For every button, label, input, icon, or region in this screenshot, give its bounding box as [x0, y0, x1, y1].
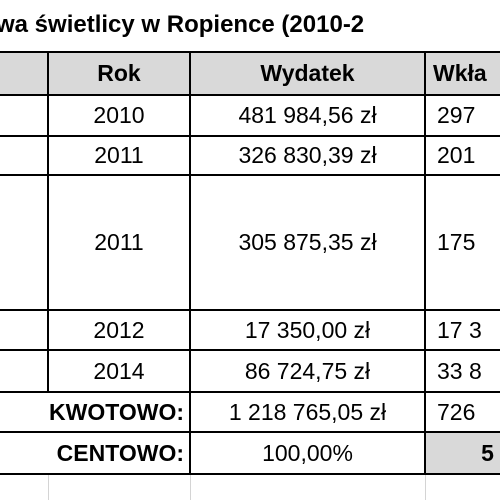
border: [0, 309, 500, 311]
summary-gray: [425, 432, 500, 474]
table-cell: 305 875,35 zł: [238, 229, 377, 255]
border: [0, 135, 500, 137]
border: [424, 52, 426, 474]
border: [0, 391, 500, 393]
summary-value: 726: [437, 398, 476, 425]
table-cell: 2012: [93, 316, 145, 343]
summary-label: KWOTOWO:: [49, 398, 184, 425]
table-cell: 33 8: [437, 357, 482, 384]
border: [0, 94, 500, 96]
border: [0, 349, 500, 351]
table-cell: 2014: [93, 357, 145, 384]
table-cell: 2011: [94, 229, 144, 255]
column-header: Wkła: [433, 60, 487, 86]
grid-line: [48, 474, 49, 500]
summary-value: 5: [481, 439, 494, 466]
title: wa świetlicy w Ropience (2010-2: [0, 11, 365, 38]
border: [0, 473, 500, 475]
table-cell: 326 830,39 zł: [238, 142, 377, 168]
table-cell: 17 350,00 zł: [244, 316, 371, 343]
table-cell: 17 3: [437, 316, 482, 343]
summary-value: 100,00%: [262, 439, 353, 466]
table-cell: 175: [437, 229, 476, 255]
grid-line: [190, 474, 191, 500]
column-header: Wydatek: [260, 60, 355, 86]
column-header: Rok: [97, 60, 141, 86]
table-cell: 86 724,75 zł: [244, 357, 371, 384]
border: [0, 431, 500, 433]
table-cell: 481 984,56 zł: [238, 102, 377, 128]
border: [0, 174, 500, 176]
border: [0, 51, 500, 53]
border: [189, 52, 191, 474]
table-cell: 2010: [93, 102, 145, 128]
table-cell: 2011: [94, 142, 144, 168]
table-cell: 201: [437, 142, 476, 168]
header-bg: [0, 52, 500, 95]
table-cell: 297: [437, 102, 476, 128]
summary-value: 1 218 765,05 zł: [228, 398, 387, 425]
border: [47, 52, 49, 392]
grid-line: [425, 474, 426, 500]
summary-label: CENTOWO:: [56, 439, 184, 466]
